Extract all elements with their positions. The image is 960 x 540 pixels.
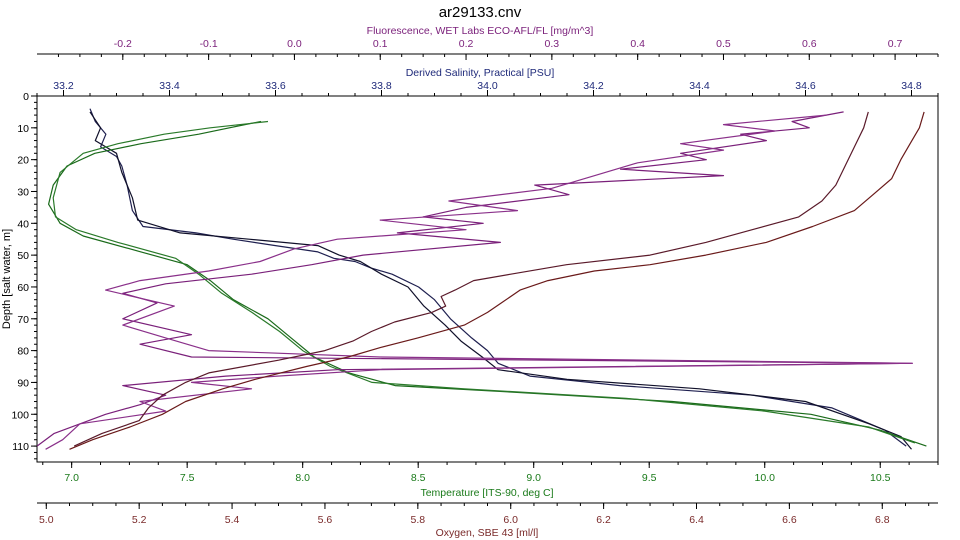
depth-tick-label: 70: [17, 314, 29, 326]
oxygen-profile-7: [69, 111, 925, 450]
fluorescence-tick-label: 0.2: [459, 38, 474, 50]
temperature-tick-label: 9.0: [526, 472, 541, 484]
oxygen-tick-label: 5.2: [132, 514, 147, 526]
depth-tick-label: 90: [17, 377, 29, 389]
salinity-tick-label: 33.8: [371, 80, 392, 92]
salinity-tick-label: 33.2: [53, 80, 74, 92]
oxygen-tick-label: 5.6: [318, 514, 333, 526]
oxygen-tick-label: 5.4: [225, 514, 240, 526]
depth-tick-label: 100: [11, 409, 29, 421]
fluorescence-tick-label: 0.4: [630, 38, 645, 50]
depth-tick-label: 20: [17, 155, 29, 167]
depth-tick-label: 30: [17, 186, 29, 198]
fluorescence-axis-label: Fluorescence, WET Labs ECO-AFL/FL [mg/m^…: [367, 25, 594, 37]
temperature-tick-label: 8.5: [411, 472, 426, 484]
temperature-axis: 7.0 7.5 8.0 8.5 9.0 9.5 10.0 10.5: [42, 462, 939, 484]
oxygen-tick-label: 5.0: [39, 514, 54, 526]
oxygen-tick-label: 5.8: [411, 514, 426, 526]
temperature-tick-label: 7.0: [64, 472, 79, 484]
plot-area-frame: [36, 95, 939, 463]
fluorescence-tick-label: 0.6: [802, 38, 817, 50]
salinity-axis: 33.2 33.4 33.6 33.8 34.0 34.2 34.4 34.6 34.8: [36, 80, 939, 96]
oxygen-tick-label: 6.4: [689, 514, 704, 526]
salinity-profile-0: [89, 108, 907, 447]
fluorescence-tick-label: -0.1: [200, 38, 218, 50]
depth-tick-label: 10: [17, 123, 29, 135]
salinity-tick-label: 34.8: [901, 80, 922, 92]
oxygen-axis-label: Oxygen, SBE 43 [ml/l]: [436, 527, 539, 539]
salinity-tick-label: 34.0: [477, 80, 498, 92]
fluorescence-profile-4: [36, 111, 913, 447]
oxygen-tick-label: 6.8: [875, 514, 890, 526]
series-layer: [36, 108, 927, 450]
salinity-axis-label: Derived Salinity, Practical [PSU]: [406, 67, 555, 79]
oxygen-tick-label: 6.0: [503, 514, 518, 526]
depth-tick-label: 0: [23, 91, 29, 103]
chart-title: ar29133.cnv: [439, 4, 522, 21]
oxygen-tick-label: 6.2: [596, 514, 611, 526]
temperature-tick-label: 7.5: [180, 472, 195, 484]
salinity-tick-label: 33.6: [265, 80, 286, 92]
fluorescence-tick-label: 0.7: [888, 38, 903, 50]
depth-axis: 0 10 20 30 40 50 60 70 80 90 100 110: [11, 91, 37, 460]
salinity-profile-1: [89, 111, 912, 450]
fluorescence-tick-label: 0.0: [287, 38, 302, 50]
depth-axis-label: Depth [salt water, m]: [1, 229, 13, 329]
depth-tick-label: 110: [12, 441, 29, 453]
fluorescence-tick-label: 0.3: [545, 38, 560, 50]
oxygen-axis: 5.0 5.2 5.4 5.6 5.8 6.0 6.2 6.4 6.6 6.8: [37, 502, 938, 526]
oxygen-tick-label: 6.6: [782, 514, 797, 526]
salinity-tick-label: 34.2: [583, 80, 604, 92]
oxygen-profile-6: [73, 111, 869, 447]
fluorescence-tick-label: -0.2: [114, 38, 132, 50]
fluorescence-tick-label: 0.1: [373, 38, 388, 50]
temperature-tick-label: 10.5: [870, 472, 891, 484]
temperature-tick-label: 10.0: [755, 472, 776, 484]
temperature-axis-label: Temperature [ITS-90, deg C]: [420, 487, 553, 499]
temperature-tick-label: 8.0: [295, 472, 310, 484]
depth-tick-label: 50: [17, 250, 29, 262]
salinity-tick-label: 33.4: [159, 80, 180, 92]
depth-tick-label: 40: [17, 218, 29, 230]
depth-tick-label: 60: [17, 282, 29, 294]
fluorescence-axis: -0.2 -0.1 0.0 0.1 0.2 0.3 0.4 0.5 0.6 0.7: [37, 38, 939, 60]
fluorescence-tick-label: 0.5: [716, 38, 731, 50]
salinity-tick-label: 34.4: [689, 80, 710, 92]
temperature-tick-label: 9.5: [642, 472, 657, 484]
depth-tick-label: 80: [17, 346, 29, 358]
temperature-profile-3: [52, 120, 916, 444]
salinity-tick-label: 34.6: [795, 80, 816, 92]
